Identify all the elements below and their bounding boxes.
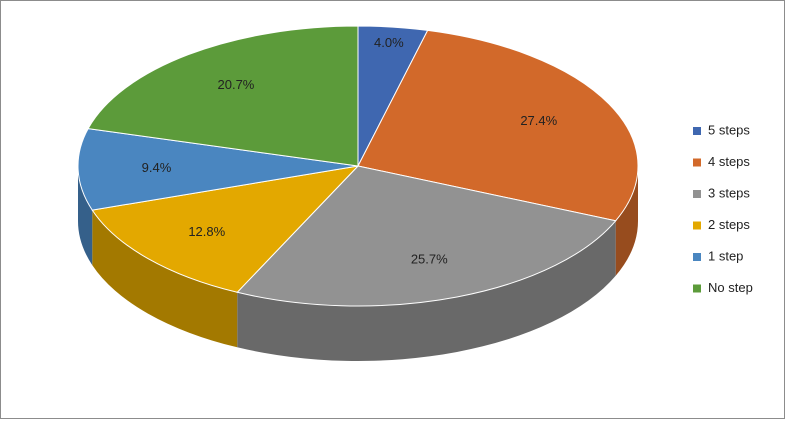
data-label: 27.4% xyxy=(520,113,557,128)
data-label: 9.4% xyxy=(142,160,172,175)
data-label: 12.8% xyxy=(188,224,225,239)
slice xyxy=(91,165,360,293)
slice-side xyxy=(92,210,238,348)
legend-swatch xyxy=(693,190,701,198)
data-label: 20.7% xyxy=(218,77,255,92)
slice-side xyxy=(615,166,638,276)
slice-side xyxy=(78,166,93,266)
data-label: 4.0% xyxy=(374,35,404,50)
legend-label: 1 step xyxy=(708,248,743,263)
legend-label: 3 steps xyxy=(708,185,750,200)
legend-label: 4 steps xyxy=(708,154,750,169)
data-label: 25.7% xyxy=(411,252,448,267)
slice-side xyxy=(237,220,616,361)
legend-label: No step xyxy=(708,280,753,295)
legend-swatch xyxy=(693,221,701,230)
legend-label: 2 steps xyxy=(708,217,750,232)
legend-swatch xyxy=(693,284,701,293)
slice xyxy=(357,29,639,222)
legend-swatch xyxy=(693,158,701,167)
slice xyxy=(87,25,359,167)
slice xyxy=(77,128,359,211)
legend-swatch xyxy=(693,127,701,135)
legend-label: 5 steps xyxy=(708,122,750,137)
slice xyxy=(236,165,617,307)
legend-swatch xyxy=(693,253,701,261)
